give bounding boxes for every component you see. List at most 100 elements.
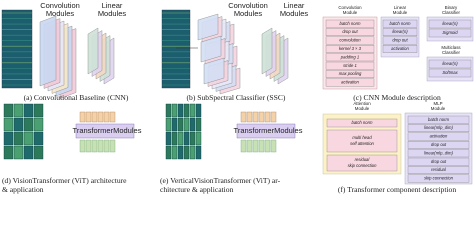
- header: Binary: [445, 5, 458, 10]
- header: Classifier: [442, 50, 461, 55]
- box: [109, 139, 116, 153]
- box: [97, 111, 104, 123]
- box: [325, 19, 375, 28]
- module-label: Softmax: [442, 70, 458, 75]
- box: [161, 9, 191, 89]
- header: Multiclass: [441, 45, 461, 50]
- box: [91, 111, 98, 123]
- box: [407, 157, 470, 166]
- box: [407, 174, 470, 183]
- header: Attention: [353, 101, 371, 106]
- box: [382, 19, 418, 28]
- caption: (a) Convolutional Baseline (CNN): [24, 93, 129, 102]
- header: Classifier: [442, 10, 461, 15]
- box: [85, 111, 92, 123]
- box: [428, 28, 472, 38]
- box: [240, 139, 247, 153]
- box: [325, 36, 375, 45]
- box: [428, 19, 472, 29]
- module-label: Sigmoid: [442, 30, 458, 35]
- box: [23, 117, 34, 132]
- module-label: linear(n): [442, 21, 458, 26]
- box: [326, 154, 398, 172]
- module-label: skip connection: [424, 176, 454, 181]
- box: [240, 111, 247, 123]
- block: [197, 13, 219, 41]
- box: [13, 131, 24, 146]
- box: [325, 45, 375, 53]
- box: [33, 103, 44, 118]
- box: [264, 111, 271, 123]
- module-label: activation: [341, 80, 359, 85]
- caption: (b) SubSpectral Classifier (SSC): [187, 93, 286, 102]
- module-label: linear(mlp_dim): [424, 125, 453, 130]
- module-label: drop out: [392, 38, 408, 43]
- box: [165, 117, 172, 132]
- box: [3, 131, 14, 146]
- illustrations: [1, 9, 474, 185]
- box: [270, 111, 277, 123]
- box: [33, 117, 44, 132]
- box: [79, 139, 86, 153]
- header: MLP: [433, 101, 442, 106]
- box: [195, 131, 202, 146]
- module-label: drop out: [431, 159, 447, 164]
- caption: (c) CNN Module description: [353, 93, 441, 102]
- box: [195, 117, 202, 132]
- module-label: batch norm: [428, 117, 449, 122]
- box: [97, 139, 104, 153]
- box: [183, 103, 190, 118]
- block: [200, 35, 222, 63]
- module-label: multi head: [352, 135, 372, 140]
- box: [382, 28, 418, 36]
- box: [189, 131, 196, 146]
- module-label: convolution: [339, 38, 361, 43]
- box: [325, 61, 375, 70]
- box: [1, 9, 33, 89]
- figure: Convolution Modules Linear Modules (a) C…: [1, 1, 474, 194]
- box: [3, 117, 14, 132]
- box: [165, 103, 172, 118]
- box: [13, 145, 24, 160]
- box: [195, 145, 202, 160]
- box: [171, 145, 178, 160]
- box: [258, 111, 265, 123]
- box: [264, 139, 271, 153]
- box: [326, 118, 398, 128]
- box: [382, 45, 418, 53]
- caption: (f) Transformer component description: [338, 185, 457, 194]
- box: [75, 123, 135, 139]
- box: [177, 117, 184, 132]
- box: [326, 129, 398, 153]
- caption: chitecture & application: [160, 185, 234, 194]
- header: Module: [343, 10, 358, 15]
- box: [33, 145, 44, 160]
- block: [261, 27, 273, 75]
- box: [325, 70, 375, 79]
- box: [171, 131, 178, 146]
- module-label: max pooling: [339, 71, 362, 76]
- module-label: batch norm: [340, 21, 361, 26]
- box: [246, 111, 253, 123]
- module-label: linear(mlp_dim): [424, 150, 453, 155]
- label: Convolution: [228, 1, 268, 10]
- box: [325, 28, 375, 36]
- box: [189, 145, 196, 160]
- label: Modules: [98, 9, 127, 18]
- box: [407, 140, 470, 149]
- header: Convolution: [338, 5, 362, 10]
- box: [195, 103, 202, 118]
- box: [177, 103, 184, 118]
- box: [183, 117, 190, 132]
- box: [85, 139, 92, 153]
- box: [382, 36, 418, 45]
- box: [428, 68, 472, 78]
- label: Modules: [46, 9, 75, 18]
- module-label: residual: [431, 167, 447, 172]
- module-label: drop out: [342, 29, 358, 34]
- box: [165, 145, 172, 160]
- box: [183, 131, 190, 146]
- label: Modules: [280, 9, 309, 18]
- module-label: batch norm: [352, 120, 373, 125]
- box: [189, 103, 196, 118]
